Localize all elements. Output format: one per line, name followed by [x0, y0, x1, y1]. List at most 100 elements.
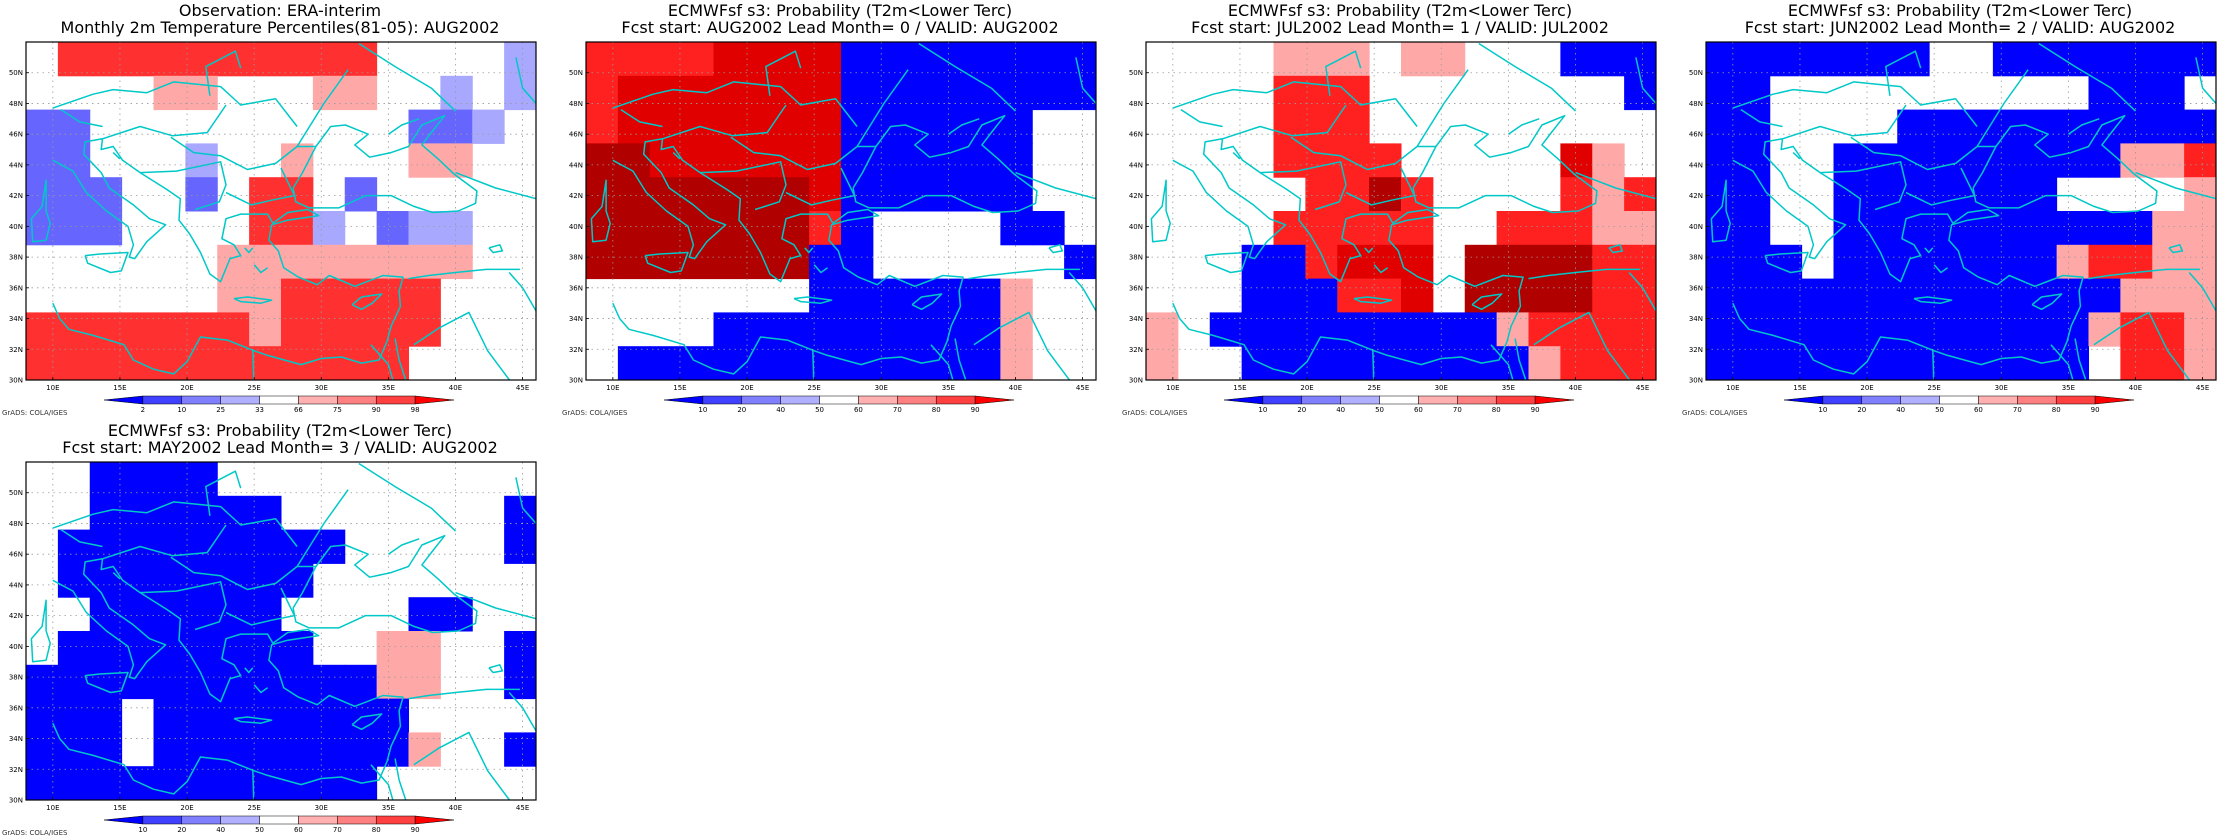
coastline: [1514, 338, 1527, 380]
grid-cell: [89, 462, 123, 497]
grid-cell: [649, 244, 683, 280]
grid-cell: [217, 244, 250, 280]
coastline: [1628, 272, 1656, 313]
grid-cell: [713, 244, 746, 280]
lat-tick-label: 48N: [9, 100, 23, 108]
grid-cell: [1337, 346, 1370, 381]
lat-tick-label: 32N: [1129, 346, 1143, 354]
grid-cell: [408, 244, 441, 280]
colorbar-label: 10: [138, 826, 147, 834]
coastline: [394, 758, 407, 800]
grid-cell: [2088, 278, 2121, 313]
grid-cell: [1706, 42, 1739, 77]
grid-cell: [1337, 143, 1370, 178]
grid-cell: [1897, 109, 1930, 144]
colorbar-label: 66: [294, 406, 303, 414]
grid-cell: [936, 75, 970, 111]
grid-cell: [1401, 278, 1434, 313]
colorbar-label: 2: [141, 406, 145, 414]
grid-cell: [1737, 211, 1771, 246]
grid-cell: [185, 529, 218, 564]
grid-cell: [185, 597, 218, 632]
grid-cell: [376, 211, 410, 246]
grid-cell: [281, 278, 314, 313]
map-svg: 30N 32N 34N 36N 38N 40N 42N 44N 46N 48N 50N 10E 15E 2…: [1129, 41, 1657, 414]
lat-tick-label: 50N: [1129, 69, 1143, 77]
grid-cell: [968, 278, 1001, 313]
grid-cell: [312, 312, 346, 347]
coastline: [292, 114, 478, 214]
grid-cell: [1305, 211, 1338, 246]
grid-cell: [713, 75, 746, 111]
grid-cell: [1273, 211, 1306, 246]
coastline: [296, 489, 349, 567]
grid-cell: [1706, 346, 1739, 381]
grid-cell: [936, 109, 970, 144]
grid-cell: [745, 75, 778, 111]
grid-cell: [1706, 278, 1739, 313]
lat-tick-label: 44N: [9, 161, 23, 169]
grid-cell: [217, 563, 250, 598]
grid-cell: [1401, 177, 1434, 212]
grid-cell: [649, 109, 683, 144]
map-frame: [585, 41, 1097, 381]
grid-cell: [1706, 109, 1739, 144]
lon-tick-label: 20E: [740, 384, 753, 392]
grid-cell: [1496, 312, 1530, 347]
grads-credit: GrADS: COLA/IGES: [562, 409, 628, 417]
grid-cell: [1273, 278, 1306, 313]
grid-cell: [809, 143, 842, 178]
lon-tick-label: 40E: [2129, 384, 2142, 392]
coastline: [52, 81, 298, 127]
colorbar-swatch: [1534, 395, 1575, 405]
lon-tick-label: 30E: [875, 384, 888, 392]
colorbar-label: 10: [1258, 406, 1267, 414]
colorbar-swatch: [181, 815, 221, 825]
grid-cell: [745, 143, 778, 178]
grid-cell: [249, 529, 282, 564]
map-panel-obs: Observation: ERA-interim Monthly 2m Tempe…: [0, 0, 560, 420]
grid-cell: [1000, 278, 1033, 313]
grid-cell: [1337, 42, 1370, 77]
coastline: [812, 349, 815, 380]
coastline: [225, 167, 296, 206]
grid-cell: [2056, 143, 2090, 178]
grid-cell: [1865, 312, 1898, 347]
grid-cell: [2184, 278, 2217, 313]
lat-tick-label: 40N: [1129, 223, 1143, 231]
lat-tick-label: 36N: [1129, 284, 1143, 292]
grid-cell: [89, 42, 123, 77]
grid-cell: [1000, 143, 1033, 178]
grid-cell: [681, 244, 715, 280]
coastline: [30, 179, 51, 243]
lat-tick-label: 30N: [9, 377, 23, 385]
lon-tick-label: 20E: [1860, 384, 1873, 392]
grid-cell: [617, 177, 651, 212]
lat-tick-label: 36N: [1689, 284, 1703, 292]
grid-cell: [472, 109, 505, 144]
coastline: [52, 138, 404, 375]
colorbar: 10 20 40 50 60 70 80 90: [103, 815, 455, 834]
colorbar-swatch: [1783, 395, 1824, 405]
coastline: [252, 349, 255, 380]
grid-cell: [1961, 177, 1994, 212]
grid-cell: [1961, 244, 1994, 280]
grid-cell: [617, 211, 651, 246]
grid-cell: [2056, 312, 2090, 347]
coastline: [1222, 104, 1347, 140]
grid-cell: [777, 109, 810, 144]
lat-tick-label: 44N: [1129, 161, 1143, 169]
grid-cell: [2184, 312, 2217, 347]
grid-cell: [1337, 278, 1370, 313]
grid-cell: [153, 42, 186, 77]
grid-cell: [841, 244, 874, 280]
colorbar-label: 80: [372, 826, 381, 834]
grid-cell: [1241, 278, 1275, 313]
grid-cell: [1241, 346, 1275, 381]
grid-cell: [153, 495, 186, 531]
coastline: [1345, 167, 1416, 206]
coastline: [2067, 118, 2100, 135]
grid-cell: [1273, 312, 1306, 347]
coastline: [30, 599, 51, 663]
grid-cell: [1865, 278, 1898, 313]
